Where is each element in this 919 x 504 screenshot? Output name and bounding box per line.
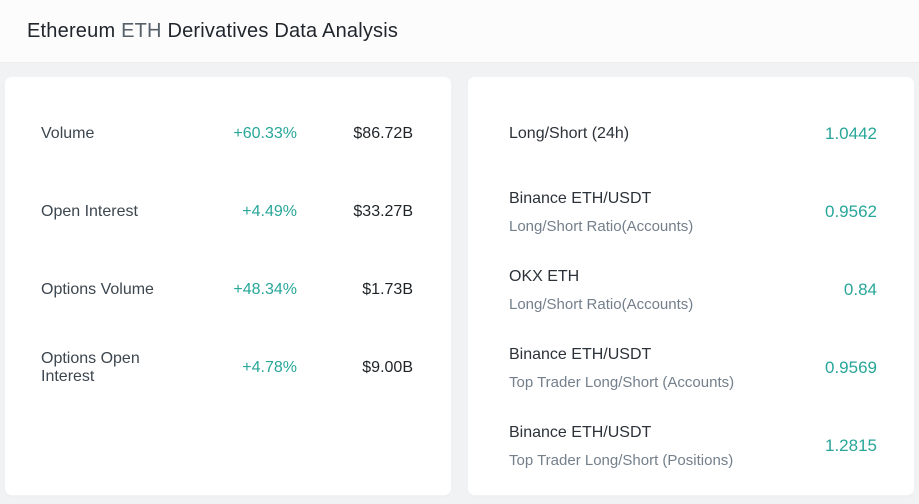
stat-row-open-interest: Open Interest +4.49% $33.27B: [41, 173, 413, 251]
ratio-row-long-short-24h: Long/Short (24h) 1.0442: [509, 95, 877, 173]
ratio-row-binance-top-trader-positions: Binance ETH/USDT Top Trader Long/Short (…: [509, 407, 877, 485]
ratio-detail: Long/Short Ratio(Accounts): [509, 217, 694, 235]
ratio-value: 1.2815: [825, 436, 877, 455]
page-title: Ethereum ETH Derivatives Data Analysis: [27, 20, 398, 43]
ratio-row-okx-ls-accounts: OKX ETH Long/Short Ratio(Accounts) 0.84: [509, 251, 877, 329]
derivatives-stats-card: Volume +60.33% $86.72B Open Interest +4.…: [4, 76, 452, 496]
long-short-ratios-card: Long/Short (24h) 1.0442 Binance ETH/USDT…: [467, 76, 915, 496]
ratio-row-binance-top-trader-accounts: Binance ETH/USDT Top Trader Long/Short (…: [509, 329, 877, 407]
ratio-names: Binance ETH/USDT Top Trader Long/Short (…: [509, 346, 825, 391]
ratio-detail: Long/Short Ratio(Accounts): [509, 295, 694, 313]
ratio-detail: Top Trader Long/Short (Positions): [509, 451, 734, 469]
ratio-row-binance-ls-accounts: Binance ETH/USDT Long/Short Ratio(Accoun…: [509, 173, 877, 251]
stat-row-volume: Volume +60.33% $86.72B: [41, 95, 413, 173]
ratio-name: Binance ETH/USDT: [509, 423, 652, 441]
stat-value: $33.27B: [353, 203, 413, 220]
stat-label: Options Volume: [41, 281, 154, 298]
stat-label: Volume: [41, 125, 95, 142]
ratio-value: 0.84: [843, 280, 877, 299]
stat-label: Options Open Interest: [41, 350, 140, 385]
ratio-value: 1.0442: [825, 124, 877, 143]
stat-value: $86.72B: [353, 125, 413, 142]
ratio-name: OKX ETH: [509, 267, 580, 285]
ratio-name: Long/Short (24h): [509, 125, 630, 142]
stat-change: +48.34%: [233, 281, 297, 298]
page-title-suffix: Derivatives Data Analysis: [167, 19, 399, 42]
cards-area: Volume +60.33% $86.72B Open Interest +4.…: [0, 63, 919, 504]
stat-row-options-open-interest: Options Open Interest +4.78% $9.00B: [41, 329, 413, 407]
ratio-name: Binance ETH/USDT: [509, 345, 652, 363]
ratio-name: Binance ETH/USDT: [509, 189, 652, 207]
ratio-detail: Top Trader Long/Short (Accounts): [509, 373, 735, 391]
ratio-value: 0.9562: [825, 202, 877, 221]
stat-change: +4.49%: [242, 203, 297, 220]
ratio-names: Long/Short (24h): [509, 125, 825, 143]
ratio-value: 0.9569: [825, 358, 877, 377]
stat-value: $9.00B: [362, 359, 413, 376]
stat-change: +4.78%: [242, 359, 297, 376]
stat-label: Open Interest: [41, 203, 138, 220]
stat-value: $1.73B: [362, 281, 413, 298]
coin-symbol: ETH: [121, 19, 162, 42]
coin-name: Ethereum: [27, 19, 116, 42]
ratio-names: Binance ETH/USDT Long/Short Ratio(Accoun…: [509, 190, 825, 235]
ratio-names: OKX ETH Long/Short Ratio(Accounts): [509, 268, 844, 313]
header: Ethereum ETH Derivatives Data Analysis: [0, 0, 919, 63]
stat-change: +60.33%: [233, 125, 297, 142]
ratio-names: Binance ETH/USDT Top Trader Long/Short (…: [509, 424, 825, 469]
stat-row-options-volume: Options Volume +48.34% $1.73B: [41, 251, 413, 329]
